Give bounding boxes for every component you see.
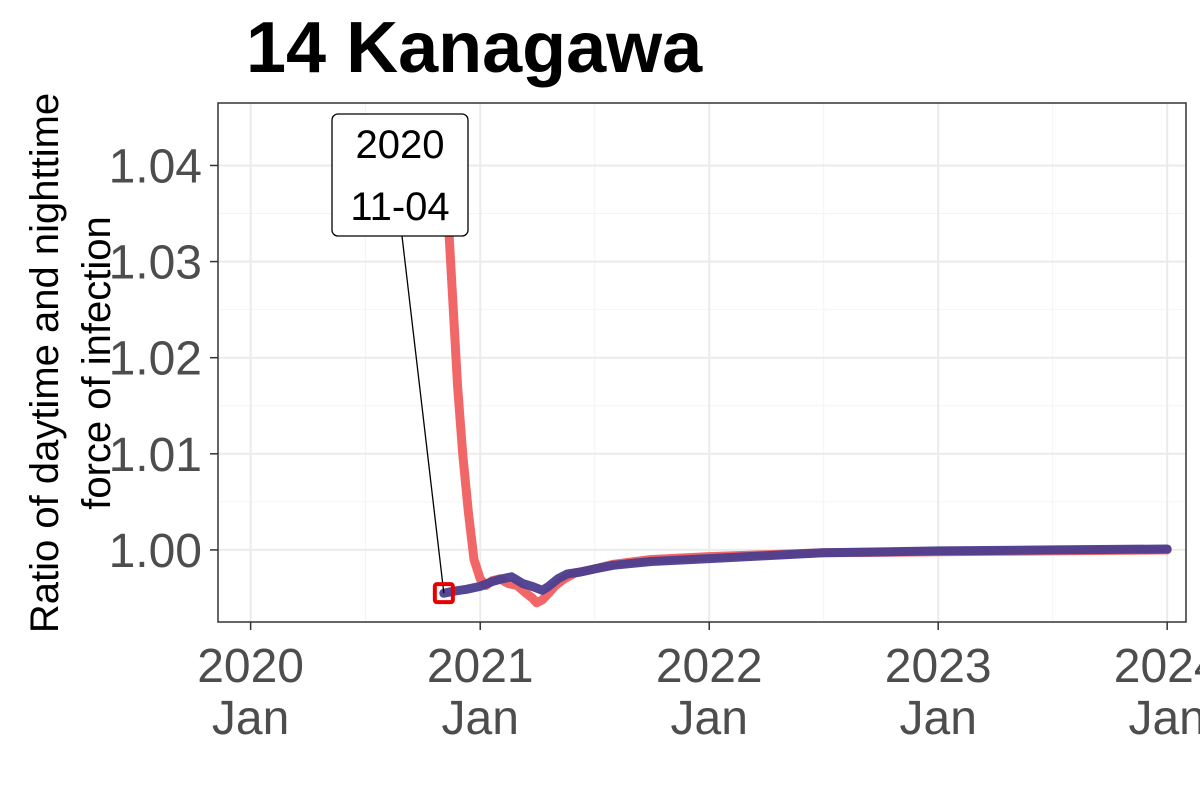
x-tick-year: 2021 — [427, 640, 534, 693]
series-layer — [439, 122, 1172, 608]
series-line-1 — [439, 122, 1172, 608]
annotation-year: 2020 — [356, 123, 445, 167]
x-tick-year: 2022 — [656, 640, 763, 693]
x-tick-month: Jan — [900, 692, 977, 745]
x-axis-ticks: 2020Jan2021Jan2022Jan2023Jan2024Jan — [197, 622, 1200, 745]
x-tick-year: 2020 — [197, 640, 304, 693]
x-tick-year: 2023 — [885, 640, 992, 693]
annotation-point-marker — [432, 582, 455, 605]
y-axis-label-line-2: force of infection — [75, 216, 119, 510]
y-tick-label: 1.03 — [109, 237, 202, 290]
date-annotation: 2020 11-04 — [331, 113, 469, 605]
y-tick-label: 1.04 — [109, 140, 202, 193]
annotation-label-box — [331, 113, 469, 237]
x-tick-year: 2024 — [1114, 640, 1200, 693]
x-tick-month: Jan — [212, 692, 289, 745]
y-axis-ticks: 1.00 1.01 1.02 1.03 1.04 — [109, 140, 218, 578]
annotation-date: 11-04 — [350, 185, 449, 229]
panel-border — [217, 102, 1187, 623]
annotation-leader-line — [401, 235, 445, 594]
y-axis-label: Ratio of daytime and nighttime force of … — [23, 93, 119, 633]
y-tick-label: 1.00 — [109, 525, 202, 578]
x-tick-month: Jan — [1128, 692, 1200, 745]
y-tick-label: 1.01 — [109, 429, 202, 482]
chart-title: 14 Kanagawa — [246, 8, 703, 88]
y-tick-label: 1.02 — [109, 333, 202, 386]
x-tick-month: Jan — [671, 692, 748, 745]
y-axis-label-line-1: Ratio of daytime and nighttime — [23, 93, 67, 633]
x-tick-month: Jan — [442, 692, 519, 745]
series-line-2 — [439, 544, 1172, 598]
